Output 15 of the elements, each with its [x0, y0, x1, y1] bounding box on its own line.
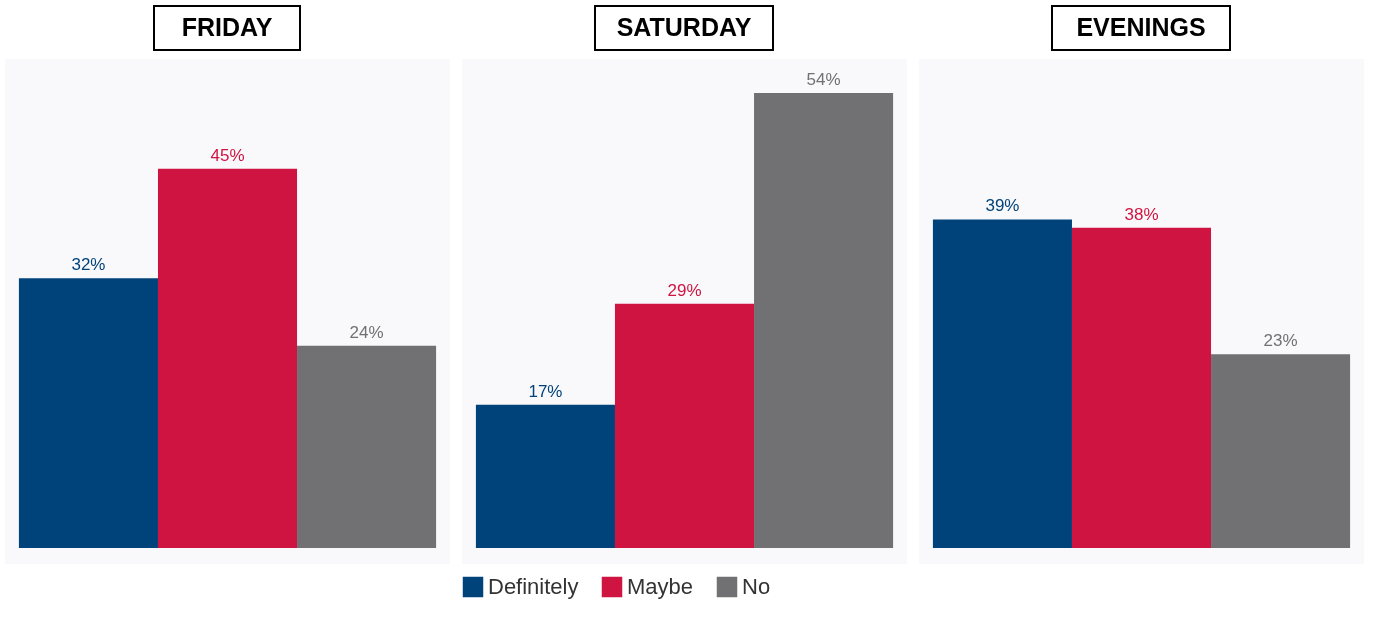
legend-label: No — [742, 574, 771, 599]
data-label: 45% — [210, 145, 245, 165]
chart-title: SATURDAY — [616, 13, 752, 41]
chart-title: FRIDAY — [181, 13, 273, 41]
data-label: 24% — [349, 322, 384, 342]
data-label: 39% — [985, 196, 1020, 216]
data-label: 38% — [1124, 204, 1159, 224]
data-label: 17% — [528, 381, 563, 401]
data-label: 32% — [71, 255, 106, 275]
legend-label: Maybe — [627, 574, 694, 599]
data-label: 54% — [806, 70, 841, 89]
legend-label: Definitely — [488, 574, 579, 599]
chart-title: EVENINGS — [1076, 13, 1206, 41]
data-label: 29% — [667, 280, 702, 300]
data-label: 23% — [1263, 331, 1298, 351]
